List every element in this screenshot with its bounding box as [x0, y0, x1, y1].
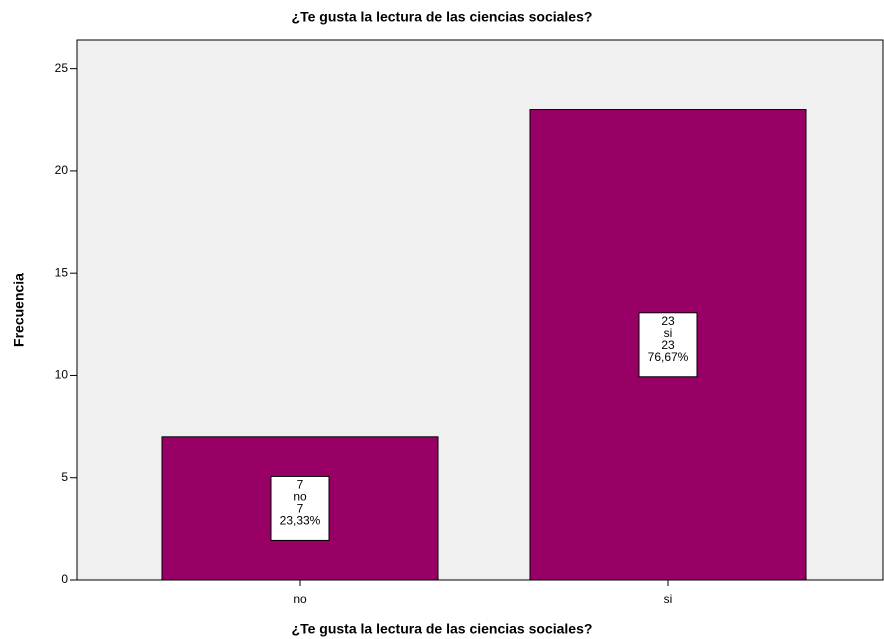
data-label: 23	[661, 314, 675, 328]
data-label: 23,33%	[280, 514, 321, 528]
data-label-box	[270, 475, 330, 541]
chart-title: ¿Te gusta la lectura de las ciencias soc…	[292, 9, 593, 25]
y-axis-label: Frecuencia	[11, 273, 27, 347]
data-label: si	[664, 326, 673, 340]
data-label: 23	[661, 338, 675, 352]
y-tick-label: 0	[61, 572, 68, 586]
x-tick-label: si	[664, 592, 673, 606]
data-label: 76,67%	[648, 350, 689, 364]
x-axis-label: ¿Te gusta la lectura de las ciencias soc…	[292, 621, 593, 637]
y-tick-label: 25	[55, 61, 69, 75]
y-tick-label: 15	[55, 265, 69, 279]
data-label-box	[638, 312, 698, 378]
data-label: 7	[297, 502, 304, 516]
data-label: 7	[297, 478, 304, 492]
data-label: no	[293, 490, 307, 504]
y-tick-label: 20	[55, 163, 69, 177]
x-tick-label: no	[293, 592, 307, 606]
y-tick-label: 5	[61, 470, 68, 484]
y-tick-label: 10	[55, 368, 69, 382]
